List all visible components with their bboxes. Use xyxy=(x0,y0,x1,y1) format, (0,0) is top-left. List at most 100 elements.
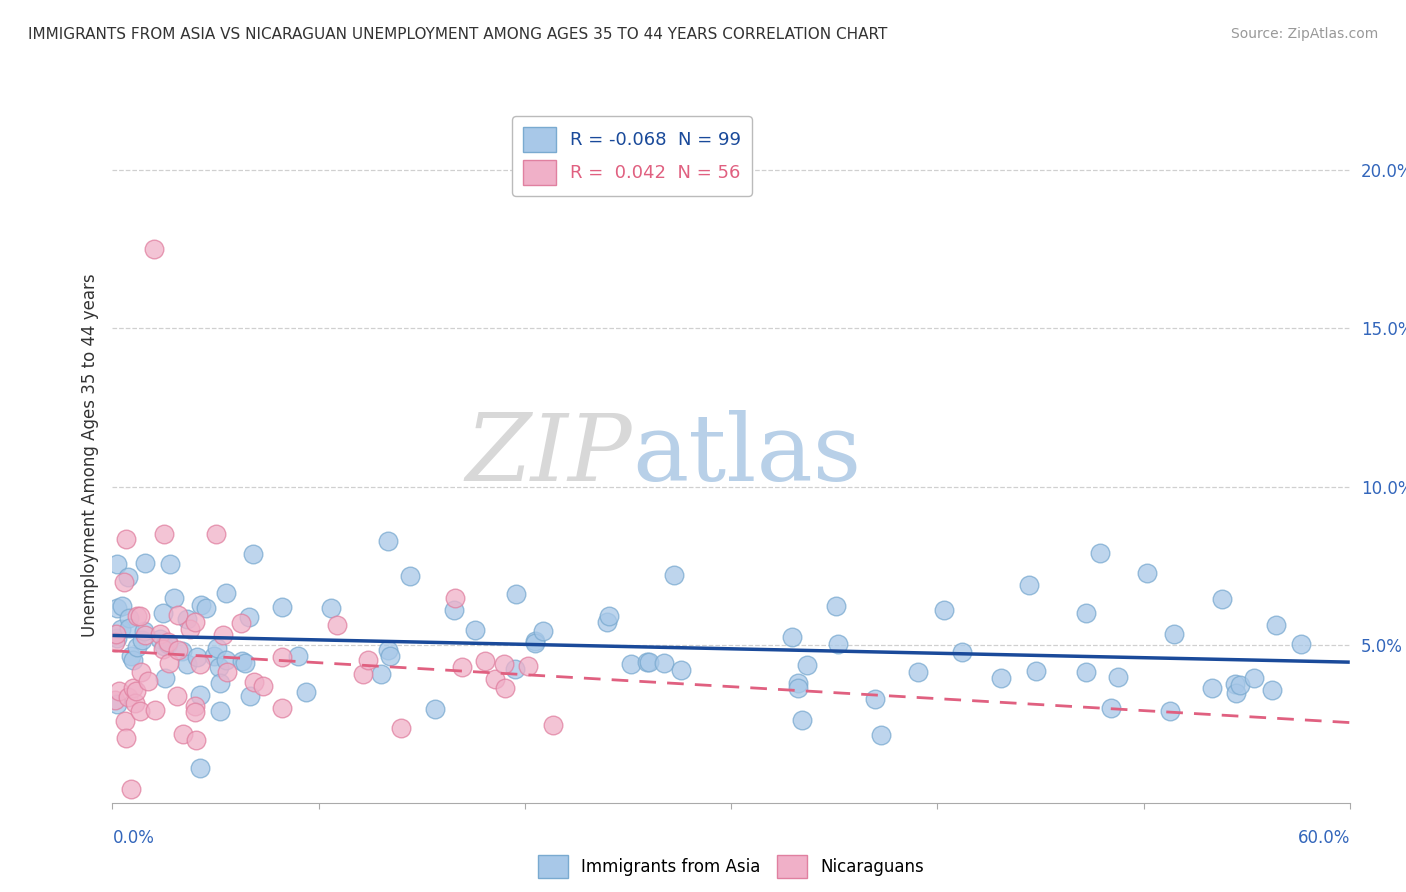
Point xyxy=(152,641,174,656)
Point xyxy=(790,713,813,727)
Legend: Immigrants from Asia, Nicaraguans: Immigrants from Asia, Nicaraguans xyxy=(531,848,931,885)
Point xyxy=(1260,682,1282,697)
Point xyxy=(494,681,516,695)
Point xyxy=(1229,678,1251,692)
Y-axis label: Unemployment Among Ages 35 to 44 years: Unemployment Among Ages 35 to 44 years xyxy=(80,273,98,637)
Point xyxy=(1211,592,1233,607)
Point xyxy=(326,618,349,632)
Point xyxy=(118,611,141,625)
Point xyxy=(117,569,139,583)
Point xyxy=(208,676,231,690)
Point xyxy=(669,664,692,678)
Point xyxy=(235,656,257,670)
Point xyxy=(176,612,198,626)
Point xyxy=(484,672,506,686)
Point xyxy=(863,692,886,706)
Point xyxy=(443,591,465,605)
Point xyxy=(134,628,156,642)
Point xyxy=(188,761,211,775)
Point xyxy=(136,674,159,689)
Point xyxy=(252,679,274,693)
Point xyxy=(190,599,212,613)
Point xyxy=(231,654,253,668)
Point xyxy=(238,610,260,624)
Point xyxy=(111,599,134,613)
Point xyxy=(120,782,142,797)
Point xyxy=(121,653,143,667)
Text: IMMIGRANTS FROM ASIA VS NICARAGUAN UNEMPLOYMENT AMONG AGES 35 TO 44 YEARS CORREL: IMMIGRANTS FROM ASIA VS NICARAGUAN UNEMP… xyxy=(28,27,887,42)
Point xyxy=(112,574,135,589)
Point xyxy=(238,690,260,704)
Point xyxy=(153,639,176,653)
Text: 0.0%: 0.0% xyxy=(112,829,155,847)
Point xyxy=(636,655,658,669)
Point xyxy=(152,606,174,620)
Point xyxy=(194,600,217,615)
Point xyxy=(787,676,810,690)
Point xyxy=(474,654,496,668)
Point xyxy=(122,681,145,695)
Point xyxy=(531,624,554,639)
Point xyxy=(620,657,643,671)
Point xyxy=(215,653,238,667)
Point xyxy=(118,621,141,635)
Point xyxy=(129,665,152,680)
Point xyxy=(294,685,316,699)
Point xyxy=(541,717,564,731)
Point xyxy=(114,714,136,728)
Point xyxy=(398,568,420,582)
Point xyxy=(215,585,238,599)
Point xyxy=(120,648,142,663)
Point xyxy=(271,650,294,665)
Point xyxy=(796,657,818,672)
Point xyxy=(153,527,176,541)
Point xyxy=(1099,700,1122,714)
Point xyxy=(143,703,166,717)
Point xyxy=(1074,606,1097,620)
Point xyxy=(352,667,374,681)
Point xyxy=(204,527,226,541)
Point xyxy=(186,649,208,664)
Point xyxy=(934,603,956,617)
Point xyxy=(131,633,153,648)
Point xyxy=(517,659,540,673)
Point xyxy=(204,648,226,663)
Point xyxy=(505,587,527,601)
Point xyxy=(149,632,172,647)
Text: Source: ZipAtlas.com: Source: ZipAtlas.com xyxy=(1230,27,1378,41)
Point xyxy=(105,698,128,712)
Point xyxy=(103,635,125,649)
Point xyxy=(124,696,146,710)
Point xyxy=(321,600,343,615)
Point xyxy=(370,667,392,681)
Point xyxy=(825,599,848,613)
Point xyxy=(110,622,132,636)
Point xyxy=(389,721,412,735)
Point xyxy=(129,608,152,623)
Point xyxy=(142,243,165,257)
Point xyxy=(1159,704,1181,718)
Point xyxy=(1018,578,1040,592)
Point xyxy=(1201,681,1223,695)
Point xyxy=(1289,637,1312,651)
Text: atlas: atlas xyxy=(633,410,862,500)
Point xyxy=(243,674,266,689)
Point xyxy=(127,640,149,654)
Point xyxy=(172,727,194,741)
Point xyxy=(105,627,128,641)
Point xyxy=(523,634,546,648)
Point xyxy=(167,607,190,622)
Point xyxy=(188,688,211,702)
Point xyxy=(207,659,229,673)
Point xyxy=(157,656,180,670)
Point xyxy=(1265,617,1288,632)
Point xyxy=(108,684,131,698)
Point xyxy=(188,657,211,671)
Point xyxy=(167,643,190,657)
Point xyxy=(205,640,228,655)
Point xyxy=(595,615,617,630)
Point xyxy=(1225,686,1247,700)
Point xyxy=(1225,677,1247,691)
Point xyxy=(598,609,620,624)
Point xyxy=(149,627,172,641)
